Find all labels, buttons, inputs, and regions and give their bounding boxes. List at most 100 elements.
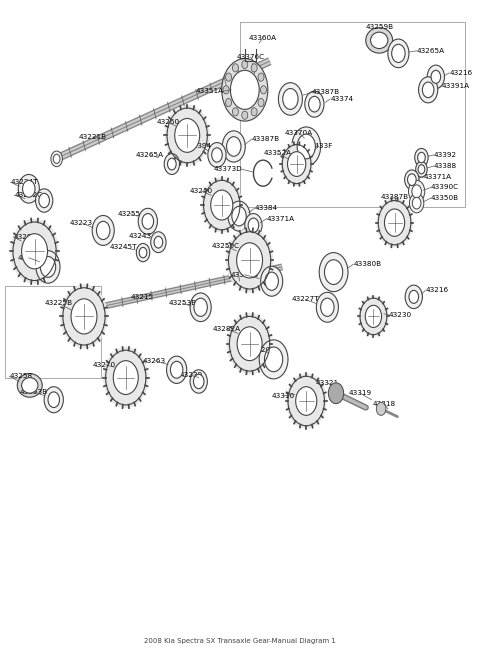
Circle shape [226,98,232,107]
Circle shape [427,65,444,89]
Circle shape [245,214,262,237]
Text: 43282A: 43282A [213,326,240,333]
Text: 43371A: 43371A [423,174,452,180]
Text: 43253B: 43253B [168,300,196,307]
Text: 43350B: 43350B [231,271,259,278]
Circle shape [296,387,317,415]
Ellipse shape [17,374,42,397]
Circle shape [151,232,166,253]
Circle shape [23,180,35,197]
Circle shape [408,174,416,186]
Text: 43318: 43318 [372,400,396,407]
Circle shape [136,243,150,262]
Text: 43392: 43392 [434,152,457,158]
Circle shape [261,266,283,296]
Circle shape [222,59,268,121]
Circle shape [259,340,288,379]
Circle shape [359,296,388,337]
Circle shape [71,299,97,334]
Circle shape [418,165,425,174]
Circle shape [418,152,425,163]
Circle shape [142,214,154,229]
Text: 43255: 43255 [118,210,141,217]
Circle shape [305,91,324,117]
Circle shape [412,185,421,198]
Circle shape [92,215,114,245]
Text: 43240: 43240 [190,188,213,195]
Circle shape [292,127,321,166]
Text: 43220C: 43220C [248,347,276,353]
Text: 43259B: 43259B [365,24,393,31]
Circle shape [190,370,207,393]
Text: 43387B: 43387B [381,193,408,200]
Circle shape [261,86,266,94]
Text: 43370A: 43370A [285,130,312,136]
Text: 43223: 43223 [70,219,93,226]
Circle shape [248,218,259,232]
Text: 43319: 43319 [348,390,372,396]
Circle shape [416,161,427,177]
Circle shape [405,285,422,309]
Text: 43390C: 43390C [431,184,459,191]
Text: 43394: 43394 [189,143,212,149]
Circle shape [321,298,334,316]
Text: 43380B: 43380B [353,261,382,268]
Text: 43270: 43270 [93,361,116,368]
Text: 43227T: 43227T [291,296,319,303]
Text: 43360A: 43360A [249,35,277,41]
Circle shape [53,154,60,163]
Circle shape [316,292,338,322]
Circle shape [226,229,273,292]
Text: 43374: 43374 [330,96,353,102]
Circle shape [201,177,242,233]
Circle shape [193,374,204,389]
Circle shape [328,383,344,404]
Text: 43350B: 43350B [431,195,459,201]
Text: 43239: 43239 [180,372,203,378]
Circle shape [40,256,56,277]
Circle shape [11,219,59,284]
Circle shape [297,134,315,159]
Circle shape [96,221,110,240]
Circle shape [222,131,245,162]
Circle shape [168,158,176,170]
Circle shape [365,305,382,327]
Text: 43224T: 43224T [11,179,38,186]
Circle shape [283,89,298,109]
Circle shape [408,180,425,202]
Text: 43254: 43254 [17,255,40,261]
Text: 43321: 43321 [316,380,339,386]
Circle shape [288,152,306,176]
Circle shape [251,107,257,116]
Circle shape [392,44,405,62]
Circle shape [39,193,49,208]
Circle shape [60,284,108,348]
Circle shape [170,361,183,378]
Circle shape [194,298,207,316]
Circle shape [280,142,313,186]
Text: 43265A: 43265A [417,48,445,54]
Text: 43258: 43258 [10,373,33,380]
Circle shape [51,151,62,167]
Circle shape [18,174,39,203]
Circle shape [232,64,239,72]
Circle shape [412,197,421,209]
Text: 99433F: 99433F [305,143,332,149]
Circle shape [36,189,53,212]
Circle shape [227,313,272,374]
Circle shape [190,293,211,322]
Ellipse shape [366,27,393,53]
Text: 43280: 43280 [13,234,36,240]
Text: 43351A: 43351A [195,88,224,94]
Circle shape [264,347,283,372]
Circle shape [211,190,233,220]
Text: 43387B: 43387B [312,89,340,96]
Circle shape [232,107,239,116]
Circle shape [228,201,250,231]
Text: 43225B: 43225B [45,300,72,307]
Text: 43260: 43260 [156,119,180,126]
Circle shape [138,208,157,234]
Text: 43250C: 43250C [212,243,240,249]
Circle shape [258,73,264,81]
Circle shape [242,61,248,68]
